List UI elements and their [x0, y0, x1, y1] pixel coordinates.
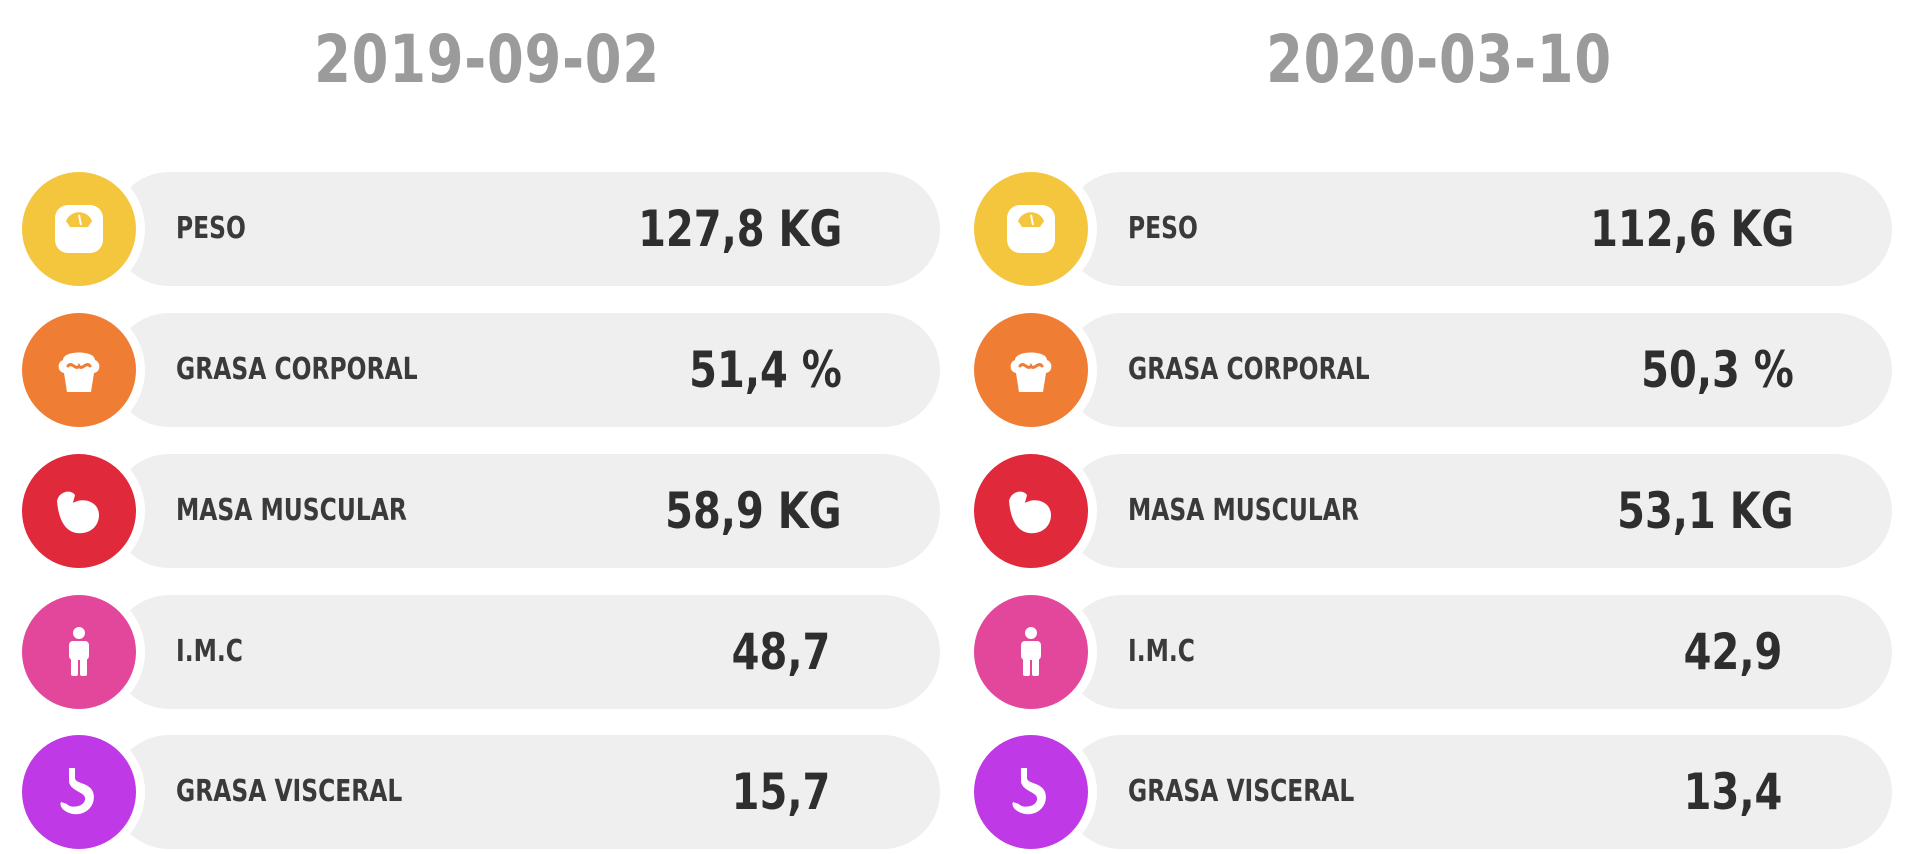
metric-row-grasa-corporal: GRASA CORPORAL 51,4 %	[22, 313, 942, 427]
muscle-arm-icon	[974, 454, 1088, 568]
stomach-icon	[974, 735, 1088, 849]
metric-label: GRASA CORPORAL	[176, 352, 418, 387]
metric-pill	[1064, 172, 1892, 286]
metric-value: 53,1 KG	[1617, 482, 1794, 540]
measurement-column-2: 2020-03-10 PESO 112,6 KG GRASA CORPORAL …	[974, 0, 1904, 854]
metric-value: 127,8 KG	[637, 200, 842, 258]
metric-label: I.M.C	[1128, 634, 1195, 669]
metric-pill	[1064, 454, 1892, 568]
scale-icon	[22, 172, 136, 286]
metric-row-grasa-corporal: GRASA CORPORAL 50,3 %	[974, 313, 1894, 427]
person-icon	[22, 595, 136, 709]
metric-label: PESO	[176, 211, 246, 246]
metric-pill	[1064, 595, 1892, 709]
scale-icon	[974, 172, 1088, 286]
metric-row-masa-muscular: MASA MUSCULAR 53,1 KG	[974, 454, 1894, 568]
metric-pill	[112, 313, 940, 427]
muscle-arm-icon	[22, 454, 136, 568]
metric-value: 50,3 %	[1641, 341, 1794, 399]
person-icon	[974, 595, 1088, 709]
metric-row-masa-muscular: MASA MUSCULAR 58,9 KG	[22, 454, 942, 568]
metric-value: 42,9	[1683, 623, 1782, 681]
metric-value: 15,7	[731, 763, 830, 821]
metric-label: MASA MUSCULAR	[1128, 493, 1359, 528]
body-fat-icon	[22, 313, 136, 427]
stomach-icon	[22, 735, 136, 849]
metric-value: 58,9 KG	[665, 482, 842, 540]
metric-label: GRASA VISCERAL	[1128, 774, 1355, 809]
metric-label: GRASA VISCERAL	[176, 774, 403, 809]
metric-pill	[112, 595, 940, 709]
metric-label: MASA MUSCULAR	[176, 493, 407, 528]
measurement-date: 2019-09-02	[314, 21, 660, 98]
metric-pill	[112, 735, 940, 849]
metric-pill	[112, 454, 940, 568]
metric-pill	[1064, 313, 1892, 427]
metric-pill	[1064, 735, 1892, 849]
metric-row-grasa-visceral: GRASA VISCERAL 15,7	[22, 735, 942, 849]
metric-value: 51,4 %	[689, 341, 842, 399]
measurement-column-1: 2019-09-02 PESO 127,8 KG GRASA CORPORAL …	[22, 0, 952, 854]
metric-value: 112,6 KG	[1589, 200, 1794, 258]
metric-row-peso: PESO 112,6 KG	[974, 172, 1894, 286]
body-fat-icon	[974, 313, 1088, 427]
metric-label: GRASA CORPORAL	[1128, 352, 1370, 387]
metric-row-imc: I.M.C 42,9	[974, 595, 1894, 709]
metric-label: I.M.C	[176, 634, 243, 669]
metric-value: 13,4	[1683, 763, 1782, 821]
metric-pill	[112, 172, 940, 286]
metric-label: PESO	[1128, 211, 1198, 246]
metric-row-grasa-visceral: GRASA VISCERAL 13,4	[974, 735, 1894, 849]
measurement-date: 2020-03-10	[1266, 21, 1612, 98]
metric-row-imc: I.M.C 48,7	[22, 595, 942, 709]
metric-row-peso: PESO 127,8 KG	[22, 172, 942, 286]
metric-value: 48,7	[731, 623, 830, 681]
